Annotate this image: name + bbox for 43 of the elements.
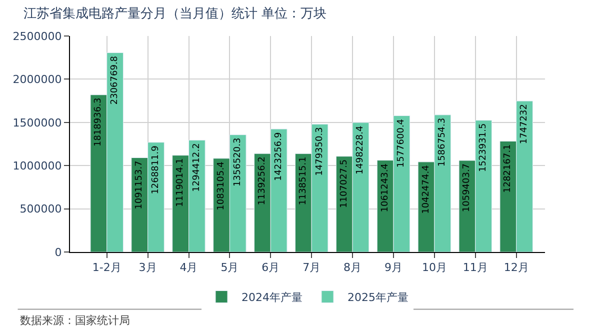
- data-label: 1091153.7: [134, 160, 145, 210]
- data-label: 1423256.9: [274, 132, 284, 181]
- data-label: 1139256.2: [257, 156, 268, 206]
- x-tick-label: 7月: [302, 261, 321, 274]
- data-label: 1577600.4: [396, 118, 407, 168]
- data-label: 1107027.5: [339, 159, 350, 208]
- legend-label: 2024年产量: [242, 291, 302, 304]
- data-label: 2306769.8: [110, 56, 120, 105]
- y-tick-label: 0: [54, 246, 62, 259]
- source-note: 数据来源：国家统计局: [20, 314, 130, 327]
- data-label: 1282167.1: [503, 144, 514, 193]
- data-label: 1586754.3: [438, 118, 448, 167]
- y-tick-label: 2000000: [12, 73, 62, 86]
- legend-label: 2025年产量: [348, 291, 408, 304]
- x-tick-label: 5月: [220, 261, 239, 274]
- data-label: 1268811.9: [150, 145, 161, 194]
- data-label: 1523931.5: [478, 123, 489, 172]
- x-tick-label: 6月: [262, 261, 280, 274]
- x-tick-label: 4月: [180, 261, 198, 274]
- y-tick-label: 500000: [20, 202, 62, 216]
- y-tick-label: 2500000: [12, 30, 62, 43]
- x-tick-label: 12月: [504, 261, 529, 274]
- data-label: 1747232: [520, 104, 530, 144]
- x-tick-label: 1-2月: [92, 261, 122, 274]
- data-label: 1498228.4: [356, 126, 366, 174]
- x-tick-label: 3月: [138, 261, 157, 274]
- data-label: 1818936.3: [94, 98, 104, 147]
- x-tick-label: 10月: [422, 261, 447, 274]
- y-tick-label: 1500000: [12, 116, 62, 130]
- data-label: 1083105.4: [216, 161, 227, 210]
- data-label: 1042474.4: [421, 164, 432, 214]
- y-tick-label: 1000000: [12, 159, 62, 172]
- data-label: 1479350.3: [314, 127, 325, 176]
- data-label: 1138515.1: [298, 156, 308, 206]
- data-label: 1059403.7: [462, 163, 472, 212]
- x-tick-label: 11月: [462, 261, 488, 274]
- x-tick-label: 9月: [384, 261, 402, 274]
- data-label: 1061243.4: [380, 163, 390, 212]
- chart-title: 江苏省集成电路产量分月（当月值）统计 单位：万块: [24, 6, 327, 22]
- data-label: 1294412.2: [192, 143, 202, 192]
- x-tick-label: 8月: [344, 261, 362, 274]
- data-label: 1119014.1: [176, 158, 186, 207]
- data-label: 1356520.3: [232, 138, 243, 186]
